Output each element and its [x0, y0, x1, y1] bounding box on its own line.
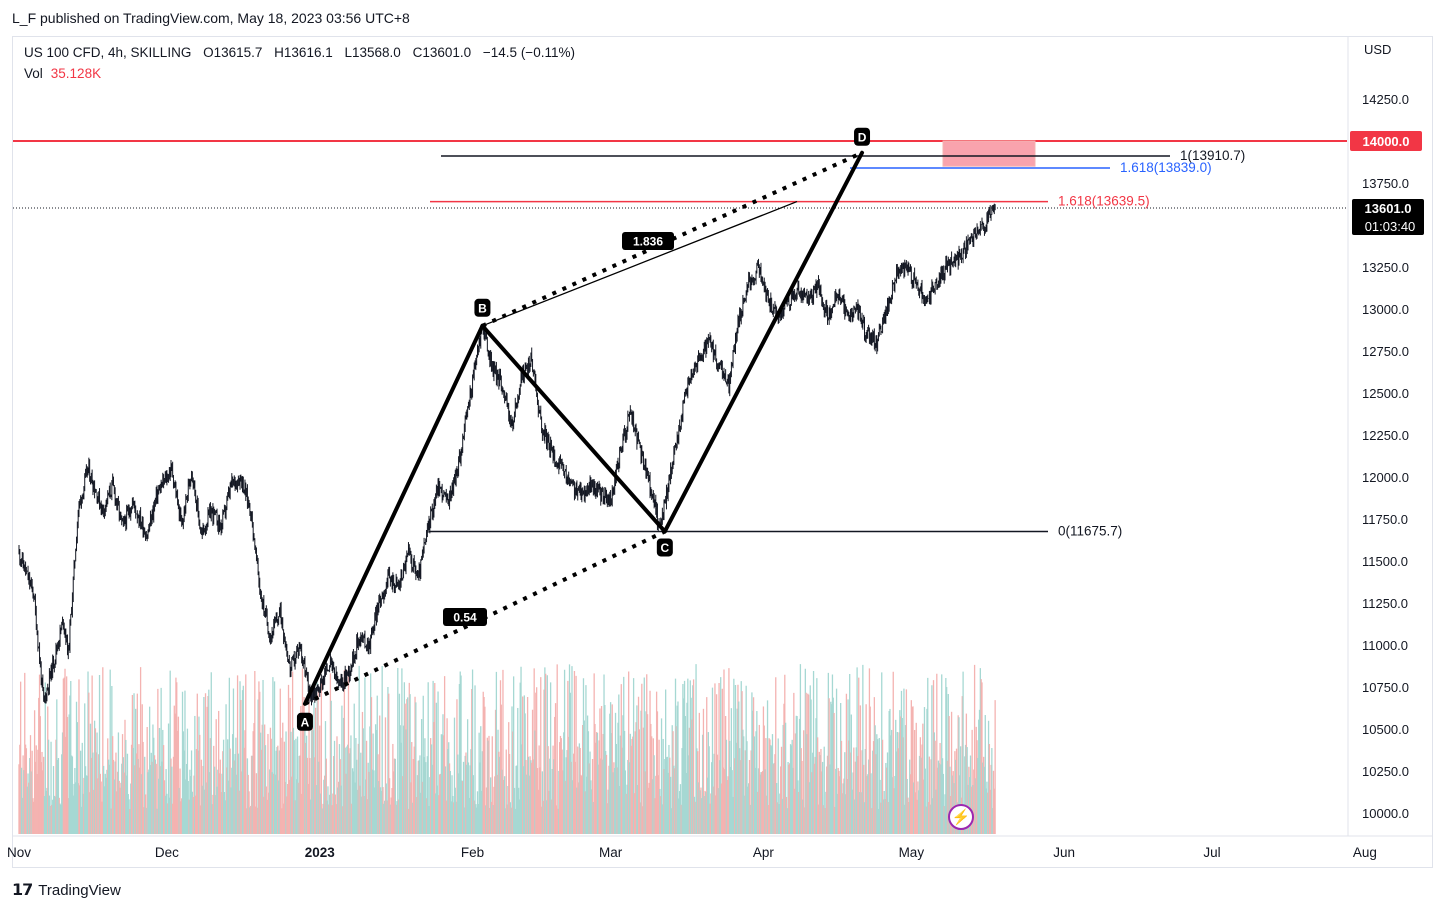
symbol-label[interactable]: US 100 CFD, 4h, SKILLING	[24, 45, 192, 60]
y-tick-label: 10000.0	[1362, 806, 1409, 821]
y-tick-label: 12500.0	[1362, 386, 1409, 401]
brand-name: TradingView	[38, 881, 121, 899]
target-zone[interactable]	[942, 140, 1036, 167]
ratio-label-bg	[443, 608, 487, 626]
x-tick-label: Dec	[155, 845, 179, 860]
low-value: L13568.0	[344, 45, 401, 60]
y-tick-label: 12250.0	[1362, 428, 1409, 443]
volume-value: 35.128K	[50, 66, 102, 81]
y-tick-label: 11750.0	[1362, 512, 1408, 527]
publisher-credit: L_F published on TradingView.com, May 18…	[12, 10, 410, 26]
pattern-point-label: C	[660, 541, 669, 555]
close-value: C13601.0	[412, 45, 472, 60]
tradingview-logo-icon: 𝟭𝟳	[12, 882, 33, 899]
lightning-icon[interactable]: ⚡	[948, 804, 974, 830]
currency-label[interactable]: USD	[1364, 42, 1392, 57]
y-tick-label: 13750.0	[1362, 176, 1409, 191]
pattern-point-label: A	[301, 715, 310, 729]
pattern-point-B[interactable]	[474, 298, 491, 317]
pattern-point-A[interactable]	[296, 712, 313, 731]
level-label-1: 1(13910.7)	[1180, 148, 1245, 163]
x-tick-label: Nov	[7, 845, 31, 860]
pattern-point-D[interactable]	[854, 127, 871, 146]
price-tag-last	[1352, 199, 1424, 236]
open-value: O13615.7	[203, 45, 263, 60]
footer-brand: 𝟭𝟳 TradingView	[12, 880, 121, 900]
x-tick-label: Feb	[461, 845, 484, 860]
y-tick-label: 10750.0	[1362, 680, 1409, 695]
x-tick-label: Mar	[599, 845, 623, 860]
level-label-red: 1.618(13639.5)	[1058, 194, 1150, 209]
bar-countdown-text: 01:03:40	[1365, 219, 1416, 234]
pattern-point-C[interactable]	[656, 538, 673, 557]
projection-line[interactable]	[482, 200, 798, 327]
pattern-leg-AB[interactable]	[302, 323, 485, 706]
y-tick-label: 13250.0	[1362, 260, 1409, 275]
x-tick-label: May	[899, 845, 925, 860]
price-tag-14000-text: 14000.0	[1363, 134, 1410, 149]
ratio-label-bg	[622, 232, 674, 250]
x-tick-label: Apr	[753, 845, 775, 860]
pattern-leg-BC[interactable]	[480, 323, 667, 534]
pattern-leg-CD[interactable]	[662, 150, 865, 534]
x-tick-label: Jul	[1203, 845, 1220, 860]
y-tick-label: 10500.0	[1362, 722, 1409, 737]
pattern-point-label: D	[858, 130, 867, 144]
pattern-dotted-BD[interactable]	[481, 150, 863, 328]
y-tick-label: 10250.0	[1362, 764, 1409, 779]
y-tick-label: 13000.0	[1362, 302, 1409, 317]
high-value: H13616.1	[274, 45, 333, 60]
x-tick-label: Aug	[1353, 845, 1377, 860]
change-value: −14.5 (−0.11%)	[482, 45, 575, 60]
price-tag-14000	[1350, 131, 1422, 151]
y-tick-label: 14250.0	[1362, 92, 1409, 107]
x-tick-label: Jun	[1053, 845, 1075, 860]
pattern-point-label: B	[478, 301, 487, 315]
ratio-label: 1.836	[633, 235, 663, 249]
price-tag-last-text: 13601.0	[1365, 201, 1412, 216]
chart-frame	[12, 36, 1433, 868]
volume-label[interactable]: Vol	[24, 66, 43, 81]
y-tick-label: 11000.0	[1362, 638, 1408, 653]
chart-legend: US 100 CFD, 4h, SKILLING O13615.7 H13616…	[24, 45, 583, 60]
level-label-blue: 1.618(13839.0)	[1120, 160, 1212, 175]
x-tick-label: 2023	[305, 845, 336, 860]
ratio-label: 0.54	[453, 611, 477, 625]
y-tick-label: 12750.0	[1362, 344, 1409, 359]
y-tick-label: 11500.0	[1362, 554, 1408, 569]
volume-legend: Vol 35.128K	[24, 66, 101, 81]
y-tick-label: 12000.0	[1362, 470, 1409, 485]
y-tick-label: 11250.0	[1362, 596, 1408, 611]
level-label-0: 0(11675.7)	[1058, 523, 1122, 538]
